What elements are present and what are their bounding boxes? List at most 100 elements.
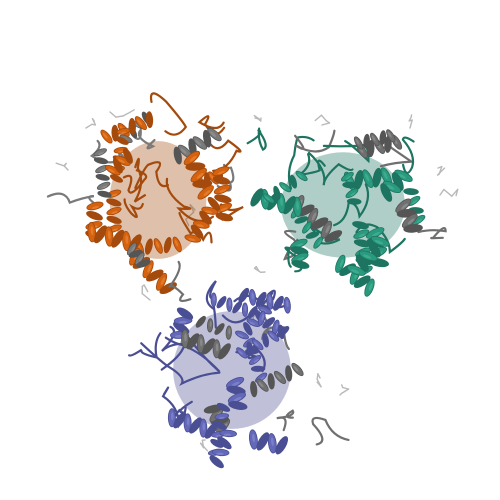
helix-turn — [184, 234, 202, 243]
ligand-bond — [340, 388, 350, 395]
helix-turn — [341, 171, 354, 182]
ligand-bond — [341, 384, 344, 389]
ligand-bond — [253, 114, 262, 122]
coil-loop — [128, 332, 162, 359]
helix-turn — [190, 167, 207, 183]
helix-turn — [173, 412, 187, 429]
helix-highlight — [196, 224, 204, 228]
ligand-bond — [85, 123, 93, 129]
helix-highlight — [386, 184, 395, 190]
helix-highlight — [209, 321, 212, 328]
alpha-helix — [353, 129, 396, 150]
helix-turn — [202, 129, 212, 148]
coil-loop — [133, 127, 156, 150]
helix-turn — [226, 377, 245, 389]
helix-highlight — [362, 254, 372, 259]
helix-turn — [226, 385, 246, 395]
helix-turn — [216, 296, 227, 309]
helix-highlight — [372, 231, 381, 237]
helix-turn — [96, 181, 111, 190]
ligand-bond — [189, 203, 195, 213]
helix-highlight — [155, 241, 160, 248]
helix-turn — [217, 343, 231, 360]
helix-turn — [275, 436, 289, 455]
helix-highlight — [253, 358, 259, 363]
helix-highlight — [196, 172, 204, 179]
helix-turn — [379, 130, 387, 145]
alpha-helix — [173, 127, 222, 165]
coil-loop — [294, 129, 336, 153]
alpha-helix — [209, 429, 237, 469]
helix-highlight — [268, 296, 272, 304]
helix-turn — [106, 206, 122, 216]
helix-turn — [122, 148, 133, 164]
helix-highlight — [296, 200, 300, 210]
helix-turn — [227, 392, 246, 404]
helix-highlight — [102, 132, 108, 139]
helix-turn — [201, 206, 219, 215]
helix-highlight — [215, 434, 222, 437]
helix-highlight — [110, 193, 118, 197]
ligand-molecule — [185, 203, 196, 227]
alpha-helix — [380, 169, 413, 202]
helix-turn — [211, 448, 230, 457]
helix-highlight — [371, 135, 376, 142]
helix-turn — [277, 324, 285, 340]
coil-loop — [333, 183, 370, 227]
helix-turn — [294, 216, 309, 224]
helix-turn — [128, 118, 136, 135]
helix-highlight — [90, 226, 94, 236]
ligand-molecule — [314, 114, 331, 126]
helix-turn — [212, 166, 230, 177]
helix-turn — [282, 196, 296, 215]
alpha-helix — [87, 221, 142, 253]
helix-turn — [403, 188, 419, 196]
helix-highlight — [217, 170, 226, 175]
ligand-bond — [316, 373, 319, 380]
helix-highlight — [259, 376, 265, 381]
ligand-bond — [316, 381, 322, 388]
helix-turn — [249, 354, 262, 366]
ligand-bond — [314, 114, 323, 122]
helix-turn — [346, 198, 362, 205]
helix-highlight — [219, 188, 227, 193]
coil-loop — [160, 337, 221, 373]
helix-turn — [95, 173, 110, 181]
helix-highlight — [358, 233, 366, 238]
helix-highlight — [258, 381, 264, 388]
helix-turn — [111, 229, 125, 248]
helix-highlight — [189, 155, 197, 162]
alpha-helix — [207, 402, 231, 456]
helix-highlight — [293, 366, 299, 372]
helix-turn — [213, 184, 231, 195]
helix-highlight — [174, 239, 179, 247]
ligand-molecule — [85, 117, 97, 129]
ligand-bond — [321, 122, 331, 126]
helix-highlight — [260, 309, 267, 313]
ligand-bond — [122, 111, 131, 117]
helix-turn — [176, 307, 194, 320]
helix-turn — [144, 238, 153, 255]
helix-turn — [186, 333, 200, 350]
helix-highlight — [280, 197, 283, 207]
helix-turn — [250, 365, 266, 372]
helix-turn — [192, 220, 210, 229]
helix-turn — [217, 436, 232, 450]
helix-turn — [262, 317, 276, 329]
helix-highlight — [202, 422, 206, 431]
helix-highlight — [131, 246, 136, 252]
helix-highlight — [117, 150, 124, 153]
ligand-molecule — [408, 114, 413, 129]
coil-loop — [205, 137, 242, 172]
alpha-helix — [183, 150, 214, 200]
chain-b-ribbon — [246, 127, 447, 297]
coil-loop — [149, 92, 188, 136]
helix-highlight — [147, 264, 152, 273]
helix-turn — [126, 242, 137, 256]
helix-highlight — [238, 350, 243, 355]
alpha-helix — [93, 148, 112, 198]
ligand-bond — [439, 188, 445, 196]
helix-highlight — [339, 259, 344, 267]
helix-turn — [367, 239, 381, 258]
coil-loop — [260, 311, 290, 351]
